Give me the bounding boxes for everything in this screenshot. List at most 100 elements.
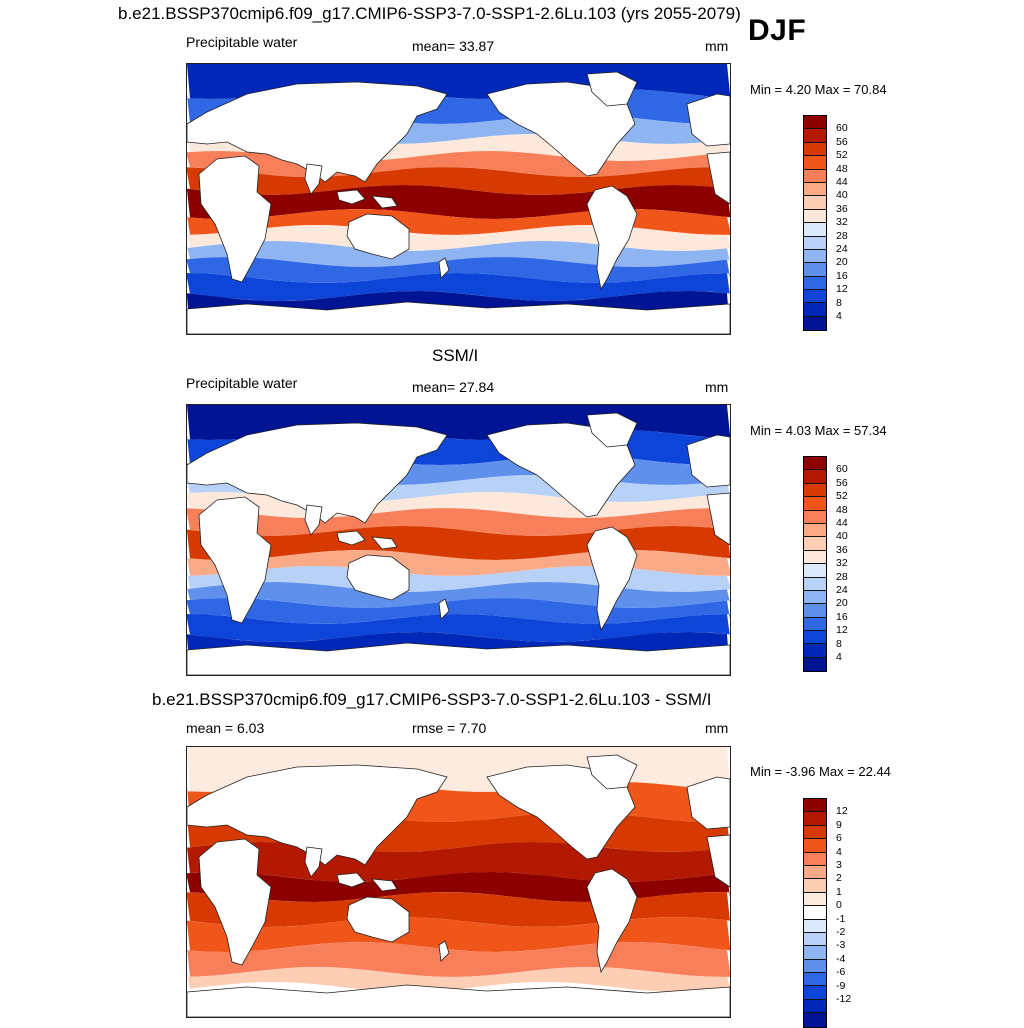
colorbar-tick-label: 56 bbox=[836, 476, 848, 489]
colorbar-tick-label: 32 bbox=[836, 216, 848, 229]
colorbar-swatch bbox=[804, 223, 826, 237]
panel-1-map bbox=[186, 63, 731, 335]
land-outline bbox=[586, 868, 638, 974]
colorbar-tick-label: -4 bbox=[836, 952, 846, 965]
colorbar-swatch bbox=[804, 303, 826, 317]
colorbar-swatch bbox=[804, 590, 826, 605]
field-band bbox=[187, 225, 730, 251]
colorbar-tick-label: 12 bbox=[836, 624, 848, 637]
land-outlines bbox=[187, 412, 730, 675]
colorbar-tick-label: 48 bbox=[836, 503, 848, 516]
colorbar-swatch bbox=[804, 169, 826, 183]
land-outline bbox=[304, 846, 323, 878]
panel-2-minmax: Min = 4.03 Max = 57.34 bbox=[750, 423, 887, 438]
colorbar-tick-label: 1 bbox=[836, 885, 842, 898]
colorbar-tick-label: 40 bbox=[836, 530, 848, 543]
colorbar-tick-label: 4 bbox=[836, 845, 842, 858]
colorbar-swatch bbox=[804, 946, 826, 960]
panel-3-title: b.e21.BSSP370cmip6.f09_g17.CMIP6-SSP3-7.… bbox=[152, 690, 712, 709]
colorbar-tick-label: 40 bbox=[836, 189, 848, 202]
colorbar-swatch bbox=[804, 879, 826, 893]
colorbar-swatch bbox=[804, 644, 826, 658]
colorbar-tick-label: -3 bbox=[836, 939, 846, 952]
colorbar-tick-label: 24 bbox=[836, 243, 848, 255]
field-band bbox=[187, 942, 730, 977]
land-outline bbox=[187, 642, 730, 675]
panel-2-title: SSM/I bbox=[432, 346, 479, 365]
land-outline bbox=[706, 151, 730, 205]
colorbar-swatch bbox=[804, 577, 826, 591]
land-outline bbox=[336, 530, 366, 546]
colorbar-swatch bbox=[804, 986, 826, 1000]
land-outline bbox=[686, 776, 730, 830]
colorbar-tick-label: 44 bbox=[836, 176, 848, 188]
colorbar-tick-label: 60 bbox=[836, 463, 848, 476]
colorbar-swatch bbox=[804, 973, 826, 987]
land-outline bbox=[187, 81, 448, 183]
panel-3-minmax: Min = -3.96 Max = 22.44 bbox=[750, 764, 891, 779]
colorbar-tick-label: 56 bbox=[836, 135, 848, 148]
colorbar-tick-label: 44 bbox=[836, 517, 848, 529]
panel-3-units-label: mm bbox=[705, 720, 729, 736]
colorbar-swatch bbox=[804, 182, 826, 197]
field-band bbox=[187, 614, 730, 642]
field-band bbox=[187, 508, 730, 536]
land-outline bbox=[336, 189, 366, 205]
panel-1-minmax: Min = 4.20 Max = 70.84 bbox=[750, 82, 887, 97]
field-band bbox=[187, 598, 730, 624]
colorbar-tick-label: 16 bbox=[836, 269, 848, 282]
colorbar-tick-label: 6 bbox=[836, 832, 842, 845]
colorbar-tick-label: -1 bbox=[836, 912, 846, 925]
colorbar-tick-label: 8 bbox=[836, 296, 842, 309]
colorbar-swatch bbox=[804, 959, 826, 974]
colorbar-swatch bbox=[804, 523, 826, 538]
colorbar-tick-label: 2 bbox=[836, 872, 842, 885]
panel-1-colorbar bbox=[803, 115, 827, 332]
land-outline bbox=[486, 422, 636, 518]
panel-3-map-svg bbox=[187, 747, 730, 1017]
colorbar-tick-label: 32 bbox=[836, 557, 848, 570]
colorbar-tick-label: -9 bbox=[836, 979, 846, 992]
colorbar-swatch bbox=[804, 839, 826, 853]
land-outline bbox=[438, 940, 450, 962]
colorbar-tick-label: 36 bbox=[836, 543, 848, 556]
colorbar-swatch bbox=[804, 865, 826, 880]
colorbar-swatch bbox=[804, 116, 826, 130]
colorbar-swatch bbox=[804, 249, 826, 264]
colorbar-swatch bbox=[804, 457, 826, 471]
panel-1-units-label: mm bbox=[705, 38, 729, 54]
colorbar-swatch bbox=[804, 852, 826, 866]
land-outline bbox=[304, 504, 323, 536]
colorbar-tick-label: 20 bbox=[836, 597, 848, 610]
field-band bbox=[187, 405, 730, 440]
colorbar-swatch bbox=[804, 497, 826, 511]
colorbar-swatch bbox=[804, 290, 826, 304]
colorbar-tick-label: 48 bbox=[836, 162, 848, 175]
field-band bbox=[187, 241, 730, 267]
land-outline bbox=[346, 896, 410, 943]
land-outline bbox=[187, 422, 448, 524]
colorbar-tick-label: 20 bbox=[836, 256, 848, 269]
colorbar-swatch bbox=[804, 537, 826, 551]
colorbar-tick-label: 0 bbox=[836, 899, 842, 912]
colorbar-swatch bbox=[804, 236, 826, 250]
colorbar-swatch bbox=[804, 316, 826, 331]
land-outline bbox=[686, 434, 730, 488]
panel-3-colorbar bbox=[803, 798, 827, 1028]
panel-2-map-svg bbox=[187, 405, 730, 675]
colorbar-tick-label: 60 bbox=[836, 122, 848, 135]
panel-3-mean-label: mean = 6.03 bbox=[186, 720, 265, 736]
land-outlines bbox=[187, 754, 730, 1017]
land-outline bbox=[438, 598, 450, 620]
land-outline bbox=[586, 526, 638, 632]
panel-1-title: b.e21.BSSP370cmip6.f09_g17.CMIP6-SSP3-7.… bbox=[118, 4, 741, 23]
field-band bbox=[187, 273, 730, 301]
colorbar-tick-label: 3 bbox=[836, 859, 842, 871]
colorbar-swatch bbox=[804, 470, 826, 484]
colorbar-swatch bbox=[804, 657, 826, 672]
panel-1-map-svg bbox=[187, 64, 730, 334]
land-outline bbox=[198, 838, 272, 966]
colorbar-swatch bbox=[804, 142, 826, 157]
colorbar-tick-label: -12 bbox=[836, 993, 852, 1005]
colorbar-swatch bbox=[804, 892, 826, 907]
